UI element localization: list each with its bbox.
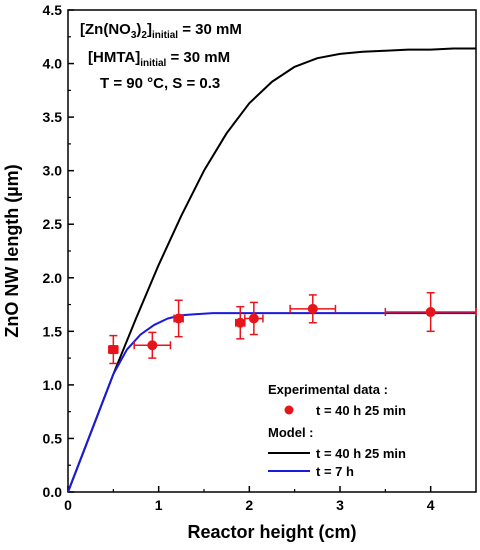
data-marker [173, 313, 184, 324]
legend-model-long-label: t = 40 h 25 min [316, 446, 406, 461]
legend-model-header: Model : [268, 425, 314, 440]
x-tick-label-0: 0 [64, 497, 72, 513]
data-marker [108, 345, 118, 355]
experimental-points [108, 292, 477, 365]
data-point-5 [289, 294, 337, 324]
y-tick-label-0: 0.0 [43, 484, 63, 500]
y-tick-label-1: 0.5 [43, 430, 63, 446]
legend-experimental-marker [284, 405, 294, 415]
y-tick-label-5: 2.5 [43, 216, 63, 232]
data-point-4 [244, 301, 264, 336]
x-tick-label-2: 2 [245, 497, 253, 513]
model-curve-40h25min [67, 47, 476, 493]
y-tick-label-9: 4.5 [43, 2, 63, 18]
data-marker [307, 303, 318, 314]
x-tick-label-3: 3 [336, 497, 344, 513]
data-point-6 [384, 292, 477, 333]
legend: Experimental data : t = 40 h 25 min Mode… [268, 382, 406, 479]
y-tick-label-3: 1.5 [43, 323, 63, 339]
y-tick-label-6: 3.0 [43, 163, 63, 179]
annotation-hmta-concentration: [HMTA]initial = 30 mM [88, 49, 230, 69]
data-marker [147, 340, 158, 351]
y-axis-title: ZnO NW length (µm) [2, 164, 22, 337]
data-point-3 [234, 305, 246, 340]
model-curve-7h [67, 312, 476, 493]
x-tick-label-1: 1 [155, 497, 163, 513]
x-tick-label-4: 4 [427, 497, 435, 513]
x-axis-title: Reactor height (cm) [187, 522, 356, 542]
axis-ticks: 0 1 2 3 4 0.0 0.5 1.0 1.5 2.0 2.5 3.0 3.5 4.0 4.5 [43, 2, 435, 513]
legend-model-short-label: t = 7 h [316, 464, 354, 479]
legend-experimental-label: t = 40 h 25 min [316, 403, 406, 418]
annotation-zn-concentration: [Zn(NO3)2]initial = 30 mM [80, 21, 242, 41]
data-marker [235, 317, 246, 328]
y-tick-label-2: 1.0 [43, 377, 63, 393]
model-curves [67, 47, 476, 493]
data-point-2 [173, 299, 184, 338]
data-marker [425, 307, 436, 318]
data-point-0 [108, 334, 119, 365]
y-tick-label-4: 2.0 [43, 270, 63, 286]
data-point-1 [133, 331, 172, 359]
annotation-conditions: T = 90 °C, S = 0.3 [100, 75, 220, 92]
y-tick-label-8: 4.0 [43, 56, 63, 72]
legend-experimental-header: Experimental data : [268, 382, 388, 397]
y-tick-label-7: 3.5 [43, 109, 63, 125]
data-marker [248, 313, 259, 324]
